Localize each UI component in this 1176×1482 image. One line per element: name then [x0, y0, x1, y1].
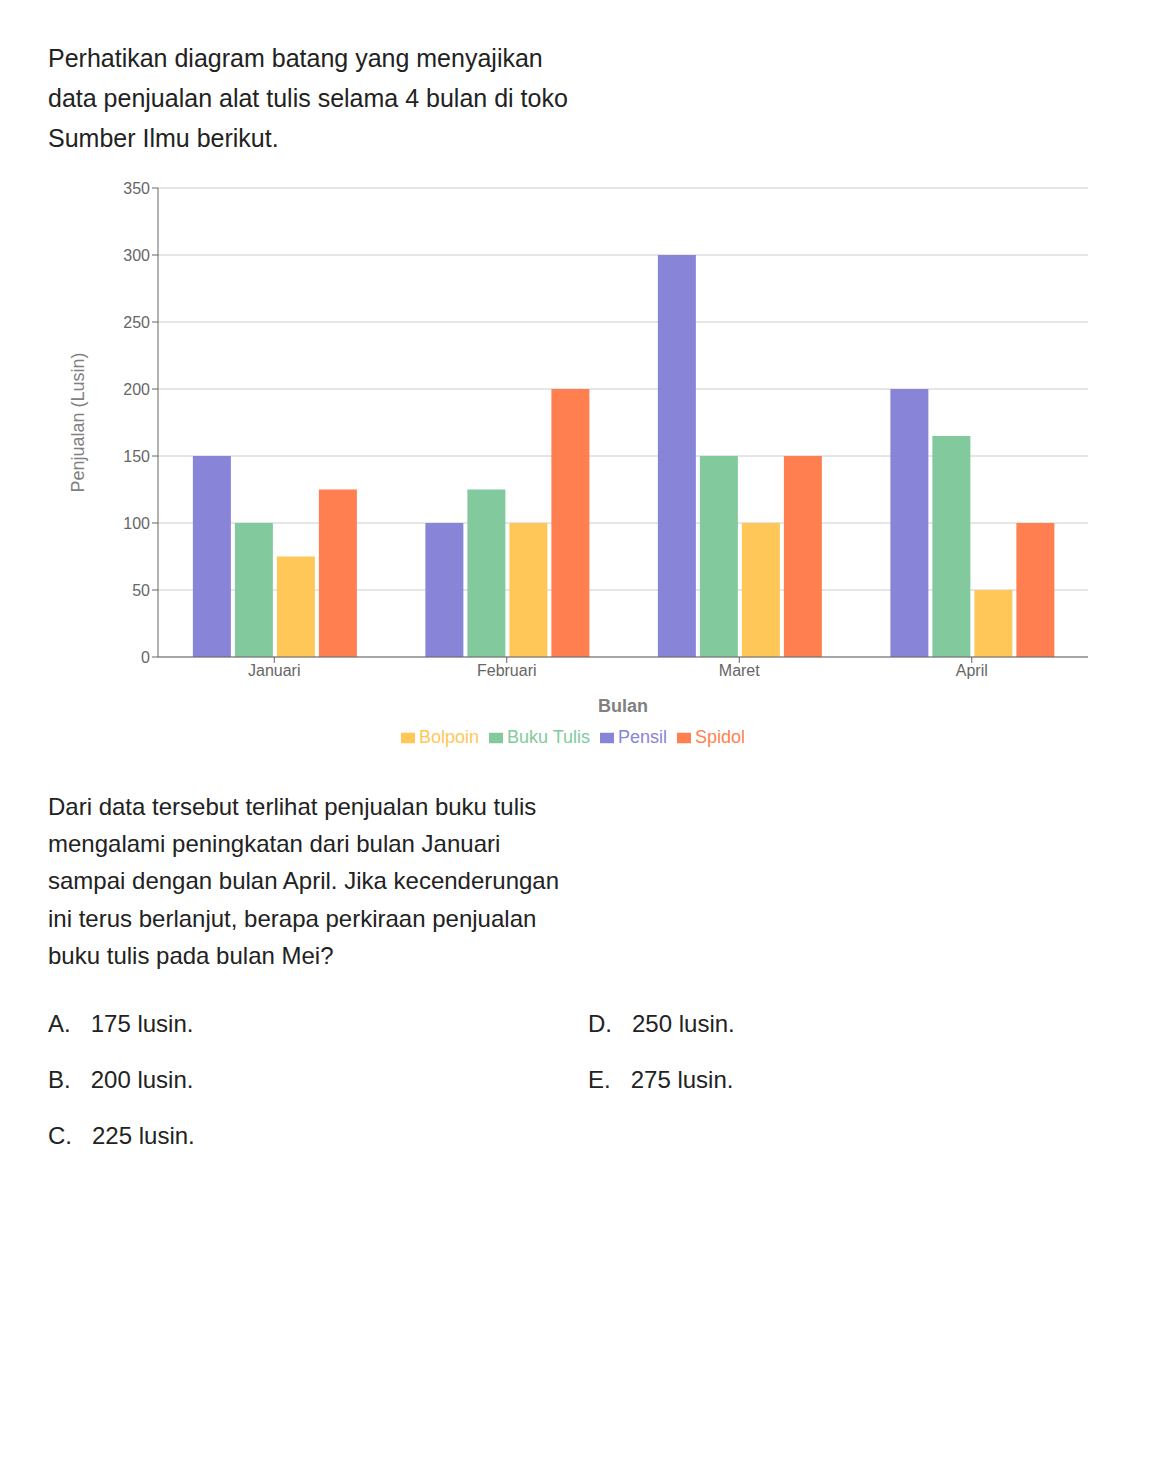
- svg-text:April: April: [956, 662, 988, 679]
- svg-text:0: 0: [141, 649, 150, 666]
- svg-text:Januari: Januari: [248, 662, 300, 679]
- html-text:Pensil: Pensil: [618, 727, 667, 747]
- svg-text:Bulan: Bulan: [598, 696, 648, 716]
- html-text:B. 200 lusin.: B. 200 lusin.: [48, 1065, 194, 1093]
- svg-text:Penjualan (Lusin): Penjualan (Lusin): [68, 352, 88, 492]
- html-text:Bolpoin: Bolpoin: [418, 727, 479, 747]
- svg-text:50: 50: [132, 582, 150, 599]
- html-text:E. 275 lusin.: E. 275 lusin.: [588, 1065, 734, 1093]
- html-text:Buku Tulis: Buku Tulis: [507, 727, 590, 747]
- svg-text:100: 100: [123, 515, 150, 532]
- html-text:D. 250 lusin.: D. 250 lusin.: [588, 1009, 735, 1037]
- svg-text:300: 300: [123, 247, 150, 264]
- html-text:A. 175 lusin.: A. 175 lusin.: [48, 1009, 194, 1037]
- svg-text:150: 150: [123, 448, 150, 465]
- html-text:C. 225 lusin.: C. 225 lusin.: [48, 1121, 195, 1149]
- html-text:Dari data tersebut terlihat pe: Dari data tersebut terlihat penjualan bu…: [48, 793, 559, 969]
- svg-text:200: 200: [123, 381, 150, 398]
- html-text:Perhatikan diagram batang yang: Perhatikan diagram batang yang menyajika…: [48, 44, 568, 152]
- svg-text:Februari: Februari: [477, 662, 537, 679]
- svg-text:350: 350: [123, 180, 150, 197]
- html-text:Spidol: Spidol: [695, 727, 746, 747]
- svg-text:Maret: Maret: [719, 662, 760, 679]
- svg-text:250: 250: [123, 314, 150, 331]
